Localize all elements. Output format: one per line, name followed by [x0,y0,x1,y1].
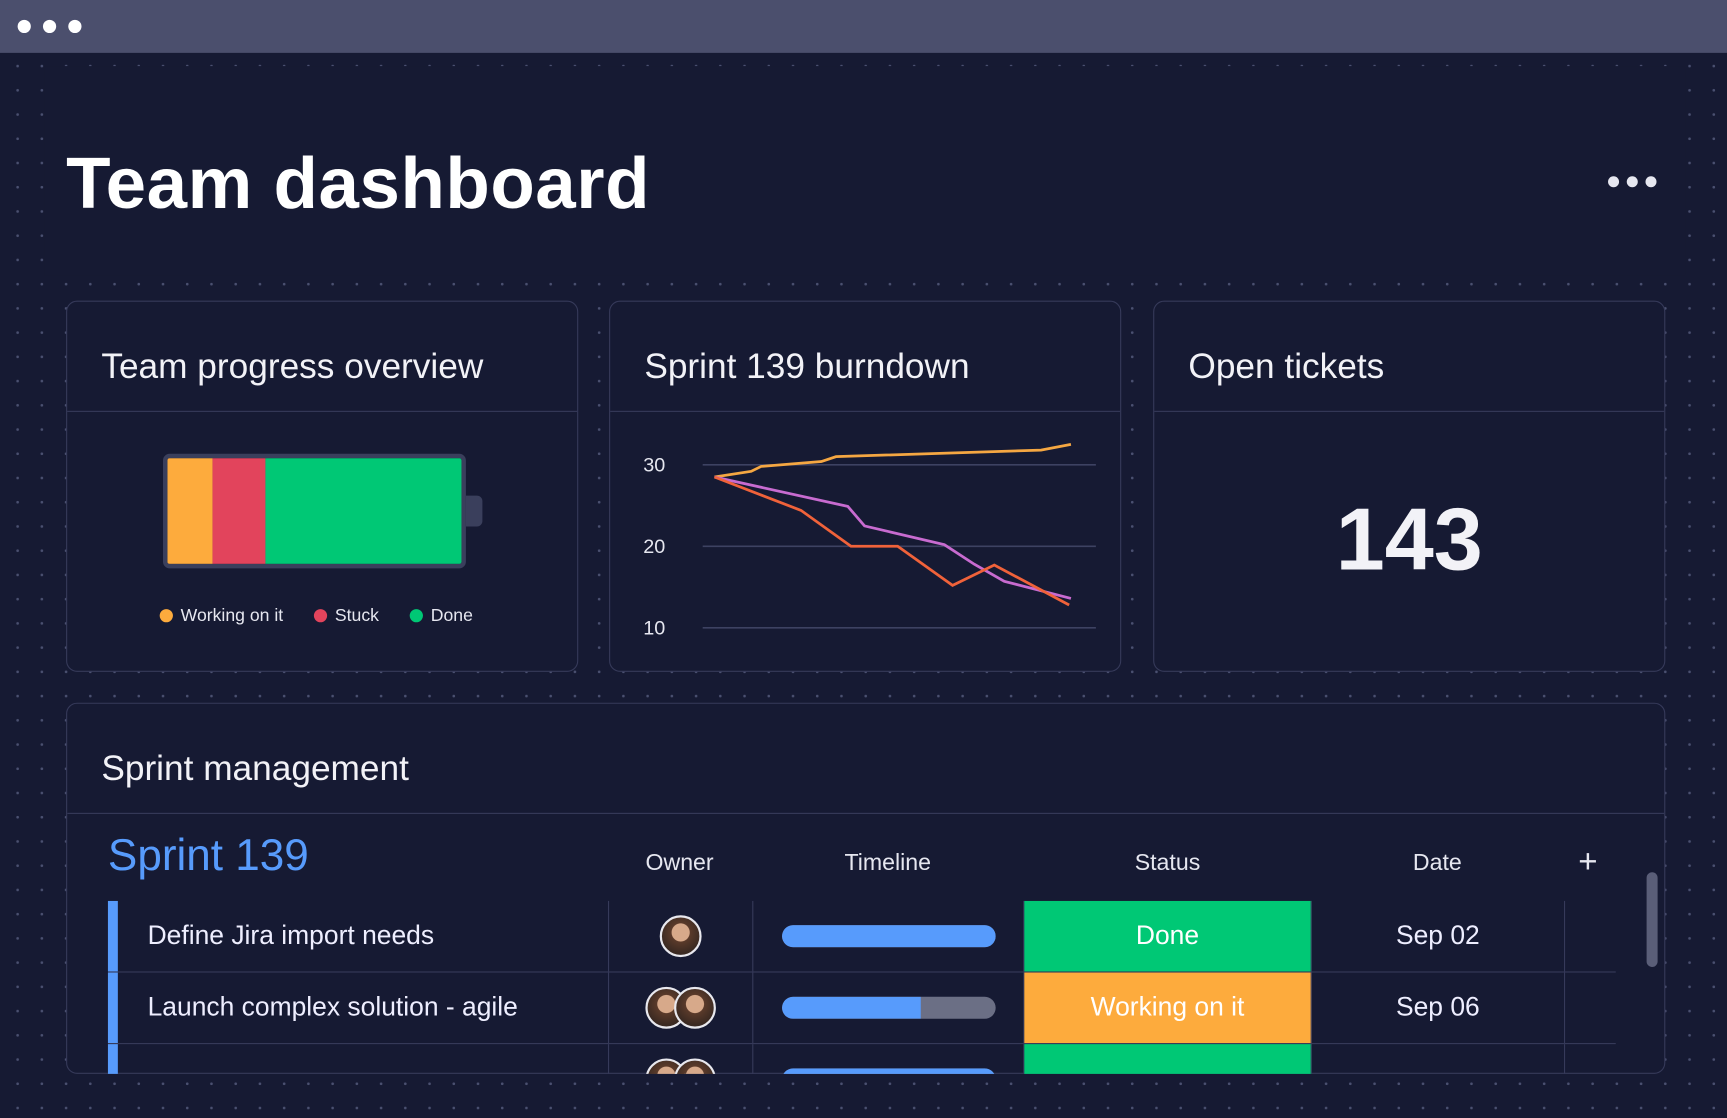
date-cell[interactable] [1312,1044,1566,1074]
owner-cell[interactable] [609,972,754,1044]
series-line-0 [714,443,1072,479]
window-titlebar [0,0,1727,53]
group-color-bar [107,1044,118,1074]
progress-legend: Working on it Stuck Done [159,606,473,627]
empty-cell [1565,1044,1616,1074]
status-cell[interactable] [1024,1044,1312,1074]
card-title: Sprint 139 burndown [610,302,1121,412]
card-title: Open tickets [1154,302,1665,412]
card-title: Team progress overview [67,302,578,412]
timeline-cell[interactable] [753,900,1025,972]
page-title: Team dashboard [66,142,651,224]
legend-dot-icon [409,609,424,623]
owner-cell[interactable] [609,1044,754,1074]
item-name[interactable]: Define Jira import needs [118,900,610,972]
empty-cell [1565,973,1616,1043]
group-color-bar [107,972,118,1044]
series-line-2 [713,475,1070,607]
group-title[interactable]: Sprint 139 [107,831,309,881]
table-row[interactable]: Launch complex solution - agile Working … [107,972,1616,1045]
legend-label: Done [430,606,473,626]
avatar[interactable] [659,915,702,958]
battery-progress-bar [163,453,466,569]
battery-terminal [465,495,483,527]
y-tick-label: 20 [643,536,665,558]
card-title: Sprint management [67,704,1665,814]
empty-cell [1565,901,1616,971]
burndown-card: Sprint 139 burndown 30 20 10 [609,300,1122,672]
item-name[interactable]: Launch complex solution - agile [118,972,610,1044]
progress-segment-stuck [212,458,266,564]
legend-item: Done [409,606,473,627]
timeline-bar[interactable] [781,925,996,948]
open-tickets-card: Open tickets 143 [1153,300,1666,672]
status-cell[interactable]: Working on it [1024,972,1312,1044]
header-area [44,66,1686,276]
progress-segment-working-on-it [167,458,213,564]
table-row[interactable]: Define Jira import needs Done Sep 02 [107,900,1616,973]
timeline-bar[interactable] [781,996,996,1019]
status-cell[interactable]: Done [1024,900,1312,972]
column-header-date[interactable]: Date [1412,850,1462,876]
window-dot-icon[interactable] [68,19,82,34]
legend-label: Stuck [334,606,379,626]
legend-label: Working on it [180,606,284,626]
legend-item: Working on it [159,606,284,627]
column-header-timeline[interactable]: Timeline [844,850,932,876]
legend-item: Stuck [313,606,379,627]
series-line-1 [714,475,1072,600]
window-dot-icon[interactable] [42,19,57,34]
legend-dot-icon [159,609,173,623]
table-row[interactable] [107,1044,1616,1074]
team-progress-card: Team progress overview Working on it Stuc… [66,300,579,672]
item-name[interactable] [118,1044,610,1074]
burndown-chart: 30 20 10 [643,443,1096,639]
open-tickets-count: 143 [1335,490,1483,589]
date-cell[interactable]: Sep 06 [1312,972,1566,1044]
progress-segment-done [265,458,462,564]
owner-cell[interactable] [609,900,754,972]
y-tick-label: 30 [643,454,665,476]
column-header-status[interactable]: Status [1134,850,1201,876]
timeline-bar[interactable] [781,1068,996,1074]
legend-dot-icon [313,609,328,623]
window-dot-icon[interactable] [17,19,31,34]
sprint-table: Define Jira import needs Done Sep 02 Lau… [107,900,1616,1074]
timeline-cell[interactable] [753,972,1025,1044]
group-color-bar [107,900,118,972]
avatar[interactable] [674,986,716,1029]
y-tick-label: 10 [643,617,665,639]
plus-icon[interactable]: + [1578,843,1598,881]
date-cell[interactable]: Sep 02 [1312,900,1566,972]
avatar[interactable] [674,1058,716,1074]
scrollbar[interactable] [1646,872,1658,968]
more-horizontal-icon[interactable] [1608,176,1657,188]
timeline-cell[interactable] [753,1044,1025,1074]
column-header-owner[interactable]: Owner [645,850,714,876]
